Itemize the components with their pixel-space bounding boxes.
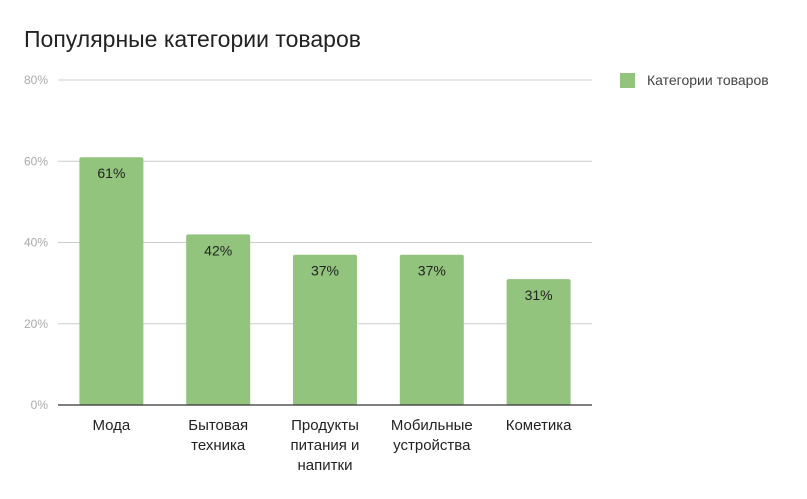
x-tick-label: устройства bbox=[393, 437, 471, 454]
x-tick-label: питания и bbox=[291, 437, 360, 454]
bar bbox=[399, 254, 464, 405]
bar bbox=[506, 279, 571, 405]
bar bbox=[293, 254, 357, 405]
x-tick-label: напитки bbox=[298, 457, 353, 474]
x-tick-label: техника bbox=[191, 437, 246, 454]
y-tick-label: 80% bbox=[24, 73, 48, 87]
legend: Категории товаров bbox=[620, 72, 769, 88]
y-tick-label: 40% bbox=[24, 236, 48, 250]
y-tick-label: 20% bbox=[24, 317, 48, 331]
data-label: 37% bbox=[311, 263, 339, 279]
data-label: 42% bbox=[204, 242, 232, 258]
chart-title: Популярные категории товаров bbox=[24, 26, 361, 52]
data-label: 37% bbox=[418, 263, 446, 279]
bar bbox=[79, 157, 144, 405]
x-tick-label: Бытовая bbox=[188, 417, 248, 434]
x-tick-label: Мода bbox=[93, 417, 131, 434]
y-tick-label: 60% bbox=[24, 154, 48, 168]
y-tick-label: 0% bbox=[31, 398, 49, 412]
bars bbox=[79, 157, 571, 405]
x-tick-label: Кометика bbox=[506, 417, 572, 434]
data-label: 31% bbox=[525, 287, 553, 303]
x-tick-label: Мобильные bbox=[391, 417, 473, 434]
data-label: 61% bbox=[97, 165, 125, 181]
x-tick-label: Продукты bbox=[291, 417, 359, 434]
labels: 0% 20% 40% 60% 80% 61% Мода 42% Бытовая техника 37… bbox=[24, 73, 572, 474]
legend-label: Категории товаров bbox=[647, 72, 769, 88]
bar bbox=[186, 234, 251, 405]
legend-swatch bbox=[620, 72, 635, 88]
